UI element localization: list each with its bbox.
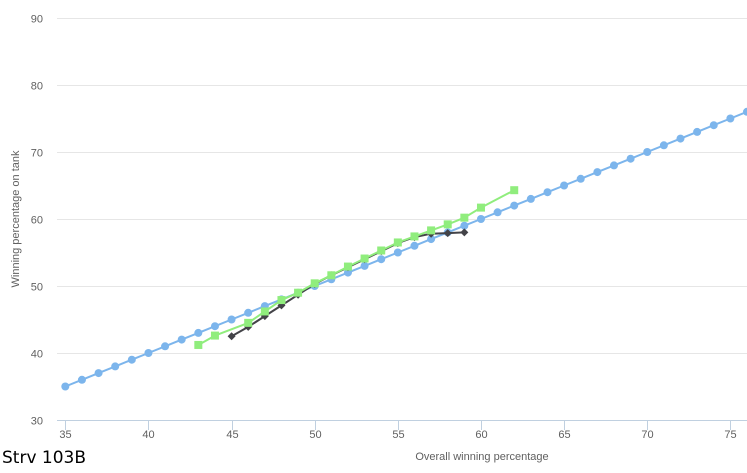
y-tick-label: 70 xyxy=(31,148,43,160)
data-point[interactable] xyxy=(626,154,635,163)
x-tick-label: 55 xyxy=(392,429,404,441)
chart-title: Strv 103B xyxy=(2,448,87,468)
y-tick-label: 30 xyxy=(31,416,43,428)
x-tick-label: 50 xyxy=(309,429,321,441)
data-point[interactable] xyxy=(127,355,136,364)
data-point[interactable] xyxy=(743,107,747,116)
data-point[interactable] xyxy=(327,271,336,280)
data-point[interactable] xyxy=(377,246,386,255)
x-tick-label: 70 xyxy=(641,429,653,441)
data-point[interactable] xyxy=(460,213,469,222)
data-point[interactable] xyxy=(94,369,103,378)
y-axis-title: Winning percentage on tank xyxy=(10,150,22,287)
data-point[interactable] xyxy=(676,134,685,143)
data-point[interactable] xyxy=(210,322,219,331)
y-tick-label: 80 xyxy=(31,81,43,93)
series-diamond xyxy=(227,228,469,341)
data-point[interactable] xyxy=(343,262,352,271)
x-tick-label: 65 xyxy=(558,429,570,441)
data-point[interactable] xyxy=(476,203,485,212)
data-point[interactable] xyxy=(244,308,253,317)
series-circle xyxy=(61,107,747,391)
data-point[interactable] xyxy=(427,235,436,244)
data-point[interactable] xyxy=(360,254,369,263)
data-point[interactable] xyxy=(643,148,652,156)
series-line xyxy=(231,231,465,338)
y-tick-label: 60 xyxy=(31,215,43,227)
series-square xyxy=(194,186,519,349)
data-point[interactable] xyxy=(227,332,236,341)
x-tick-label: 45 xyxy=(226,429,238,441)
y-tick-label: 90 xyxy=(31,14,43,26)
data-point[interactable] xyxy=(493,208,502,217)
data-point[interactable] xyxy=(393,238,402,247)
grid xyxy=(57,18,747,421)
data-point[interactable] xyxy=(726,114,735,123)
x-tick-label: 40 xyxy=(142,429,154,441)
data-point[interactable] xyxy=(360,261,369,270)
axes: 30 40 50 60 70 80 90 35 40 45 50 55 60 65 70 75 xyxy=(31,14,747,441)
data-point[interactable] xyxy=(161,342,170,351)
data-point[interactable] xyxy=(576,174,585,183)
data-point[interactable] xyxy=(194,340,203,349)
data-point[interactable] xyxy=(227,315,236,324)
data-point[interactable] xyxy=(510,186,519,195)
data-point[interactable] xyxy=(410,241,419,250)
data-point[interactable] xyxy=(77,375,86,384)
data-point[interactable] xyxy=(111,362,120,371)
data-point[interactable] xyxy=(210,331,219,340)
data-point[interactable] xyxy=(476,215,485,223)
data-point[interactable] xyxy=(609,161,618,170)
plot-area xyxy=(61,107,747,391)
data-point[interactable] xyxy=(244,318,253,327)
x-tick-label: 75 xyxy=(724,429,736,441)
data-point[interactable] xyxy=(560,181,569,190)
data-point[interactable] xyxy=(194,328,203,337)
data-point[interactable] xyxy=(427,226,436,235)
x-axis-title: Overall winning percentage xyxy=(415,451,548,463)
data-point[interactable] xyxy=(393,248,402,257)
data-point[interactable] xyxy=(260,307,269,316)
y-tick-label: 40 xyxy=(31,349,43,361)
data-point[interactable] xyxy=(510,201,519,210)
data-point[interactable] xyxy=(294,288,303,297)
data-point[interactable] xyxy=(443,220,452,229)
data-point[interactable] xyxy=(61,382,70,391)
data-point[interactable] xyxy=(310,279,319,288)
data-point[interactable] xyxy=(709,121,718,130)
x-tick-label: 35 xyxy=(59,429,71,441)
data-point[interactable] xyxy=(593,168,602,177)
data-point[interactable] xyxy=(443,229,452,238)
data-point[interactable] xyxy=(410,232,419,241)
data-point[interactable] xyxy=(460,221,469,230)
data-point[interactable] xyxy=(526,194,535,203)
data-point[interactable] xyxy=(543,188,552,197)
data-point[interactable] xyxy=(377,255,386,264)
data-point[interactable] xyxy=(460,228,469,237)
y-tick-label: 50 xyxy=(31,282,43,294)
data-point[interactable] xyxy=(144,349,153,357)
data-point[interactable] xyxy=(177,335,186,344)
x-tick-label: 60 xyxy=(475,429,487,441)
data-point[interactable] xyxy=(277,296,286,305)
data-point[interactable] xyxy=(343,268,352,277)
data-point[interactable] xyxy=(659,141,668,150)
data-point[interactable] xyxy=(693,127,702,136)
